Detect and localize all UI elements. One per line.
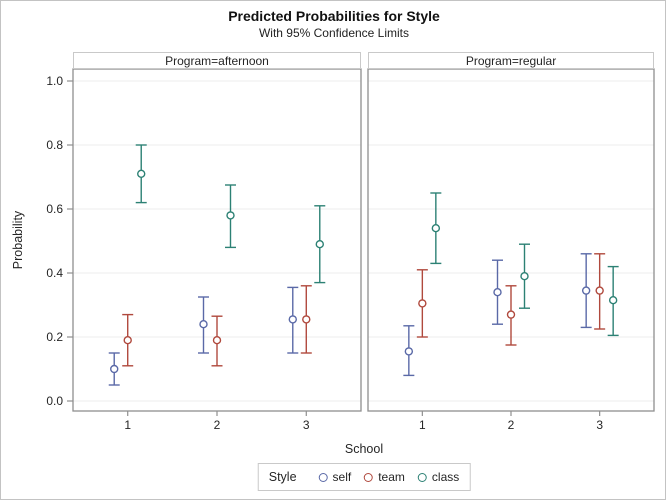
legend-marker-circle-icon [417, 472, 427, 482]
x-tick-label: 2 [214, 418, 221, 432]
marker-team [302, 315, 311, 324]
marker-class [137, 169, 146, 179]
marker-team [418, 299, 427, 308]
marker-self [493, 288, 502, 297]
marker-class [608, 296, 618, 305]
marker-class [226, 211, 235, 220]
y-tick-label: 0.8 [46, 138, 63, 152]
legend-item-team: team [364, 470, 405, 484]
x-tick-label: 3 [303, 418, 310, 432]
chart-title: Predicted Probabilities for Style [228, 8, 440, 24]
x-tick-label: 2 [508, 418, 515, 432]
legend-item-class: class [417, 470, 460, 484]
legend-item-self: self [318, 470, 352, 484]
y-tick-label: 1.0 [46, 74, 63, 88]
y-tick-label: 0.4 [46, 266, 63, 280]
marker-self [110, 364, 119, 374]
marker-team [212, 336, 222, 345]
marker-team [506, 310, 516, 319]
marker-class [315, 239, 324, 249]
legend-item-label: self [332, 470, 352, 484]
panel-border [367, 68, 655, 412]
chart-subtitle: With 95% Confidence Limits [258, 26, 410, 40]
x-tick-label: 1 [124, 418, 131, 432]
marker-self [581, 286, 591, 295]
legend-marker-circle-icon [318, 472, 328, 482]
y-tick-label: 0.0 [46, 394, 63, 408]
y-axis-label: Probability [11, 210, 25, 270]
legend-item-label: team [378, 470, 405, 484]
marker-class [431, 223, 441, 233]
legend-title: Style [268, 470, 297, 484]
x-axis-label: School [344, 442, 384, 456]
marker-team [123, 336, 132, 345]
x-tick-label: 3 [596, 418, 603, 432]
legend-item-label: class [431, 470, 460, 484]
y-tick-label: 0.2 [46, 330, 63, 344]
legend-marker-circle-icon [364, 472, 374, 482]
marker-team [595, 286, 604, 295]
marker-class [520, 272, 529, 281]
panel-header: Program=regular [368, 52, 654, 69]
panel-header: Program=afternoon [73, 52, 361, 69]
legend: Style self team class [257, 463, 471, 491]
marker-self [404, 347, 414, 356]
legend-items: self team class [318, 470, 460, 484]
marker-self [288, 315, 297, 324]
y-tick-label: 0.6 [46, 202, 63, 216]
marker-self [199, 320, 208, 329]
x-tick-label: 1 [419, 418, 426, 432]
